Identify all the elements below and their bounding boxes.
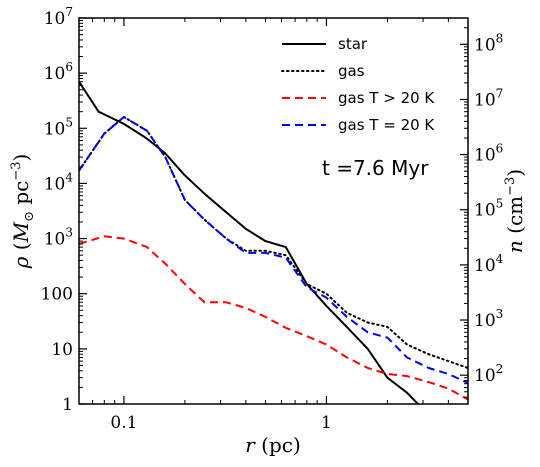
series-layer <box>79 81 468 404</box>
legend: star gas gas T > 20 K gas T = 20 K <box>281 35 435 134</box>
y-tick-label: 107 <box>44 5 73 29</box>
legend-label: gas T > 20 K <box>338 89 435 107</box>
time-annotation: t =7.6 Myr <box>322 156 429 180</box>
plot-frame <box>78 17 469 405</box>
right-y-tick-label: 104 <box>474 252 504 276</box>
right-y-tick-label: 105 <box>474 197 503 221</box>
y-axis-label: ρ (M⊙ pc−3) <box>9 154 37 270</box>
y-tick-label: 106 <box>44 60 73 84</box>
y-tick-label: 100 <box>41 285 73 305</box>
right-y-tick-label: 102 <box>474 362 503 386</box>
series-line-gas-t-20-k <box>79 235 468 401</box>
right-y-tick-label: 108 <box>474 31 503 55</box>
legend-label: gas <box>338 62 365 80</box>
series-line-gas <box>79 116 468 369</box>
right-y-tick-label: 106 <box>474 142 503 166</box>
series-line-gas-t-20-k <box>79 116 468 384</box>
legend-label: star <box>338 35 368 53</box>
x-axis-label: r (pc) <box>245 433 301 457</box>
y-tick-label: 10 <box>51 340 73 360</box>
plot-background <box>79 18 468 404</box>
series-line-star <box>79 81 420 404</box>
legend-label: gas T = 20 K <box>338 116 435 134</box>
right-y-axis-label: n (cm−3) <box>503 169 527 253</box>
x-tick-label: 0.1 <box>110 413 137 433</box>
ticks-layer: 0.1 1 1 10 100 103 104 105 106 107 102 103 104 105 106… <box>41 5 504 433</box>
y-tick-label: 1 <box>62 395 73 415</box>
right-y-tick-label: 103 <box>474 307 503 331</box>
y-tick-label: 104 <box>44 170 74 194</box>
right-y-tick-label: 107 <box>474 86 503 110</box>
y-tick-label: 105 <box>44 115 73 139</box>
y-tick-label: 103 <box>44 226 73 250</box>
x-tick-label: 1 <box>321 413 332 433</box>
